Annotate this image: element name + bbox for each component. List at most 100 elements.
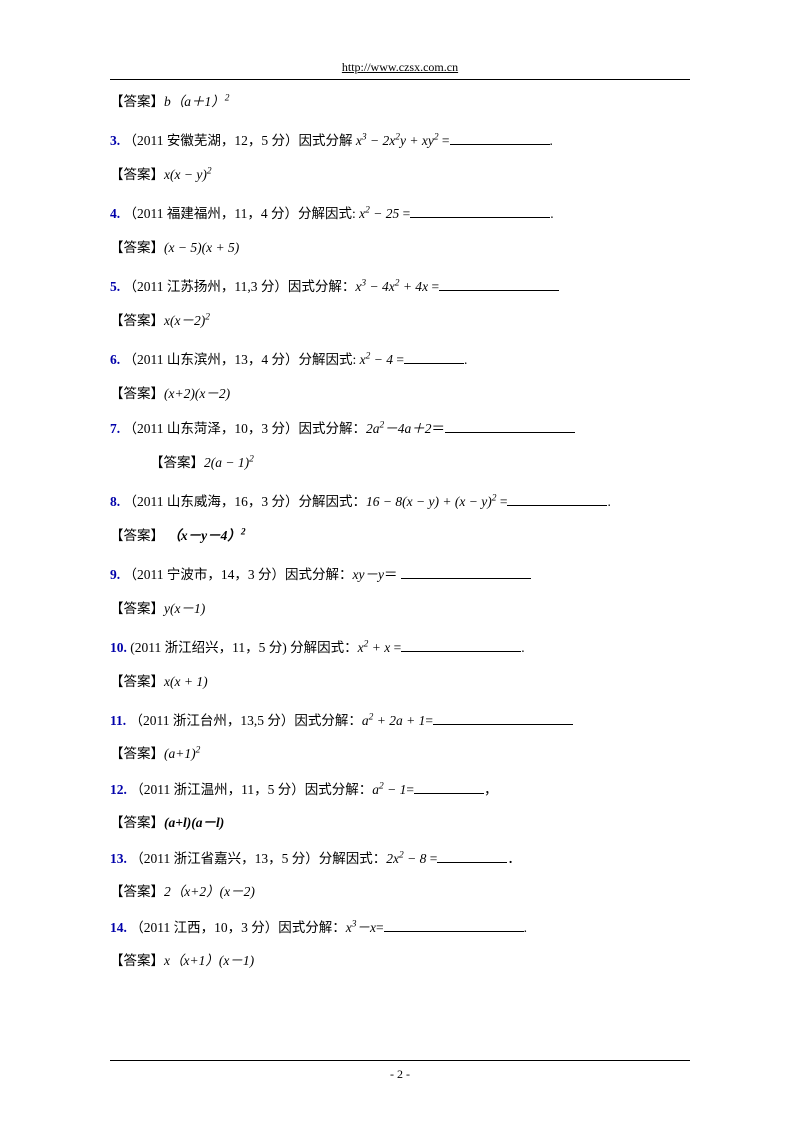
question-formula: xy－y (353, 567, 385, 582)
question-text: （2011 安徽芜湖，12，5 分）因式分解 (124, 133, 356, 148)
equals: = (406, 782, 414, 797)
tail: . (550, 206, 553, 221)
question-number: 3. (110, 133, 120, 148)
question-number: 5. (110, 279, 120, 294)
question-formula: x3 − 4x2 + 4x (355, 279, 428, 294)
answer-label: 【答案】 (110, 94, 164, 109)
answer-14: 【答案】y(x－1) (110, 597, 690, 621)
answer-16: 【答案】x(x + 1) (110, 670, 690, 694)
answer-formula: b（a＋1）2 (164, 94, 229, 109)
answer-blank (414, 780, 484, 794)
equals: ＝ (384, 567, 401, 582)
tail: . (607, 494, 610, 509)
answer-6: 【答案】x(x－2)2 (110, 309, 690, 333)
equals: = (399, 206, 410, 221)
question-formula: 16 − 8(x − y) + (x − y)2 (366, 494, 496, 509)
question-formula: a2 − 1 (372, 782, 406, 797)
question-number: 10. (110, 640, 127, 655)
equals: = (376, 920, 384, 935)
answer-22: 【答案】2（x+2）(x－2) (110, 880, 690, 904)
question-text: （2011 浙江温州，11，5 分）因式分解： (130, 782, 372, 797)
answer-label: 【答案】 (110, 313, 164, 328)
answer-blank (401, 638, 521, 652)
answer-0: 【答案】b（a＋1）2 (110, 90, 690, 114)
question-formula: x3 − 2x2y + xy2 (356, 133, 439, 148)
answer-formula: 2(a − 1)2 (204, 455, 254, 470)
tail: . (464, 352, 467, 367)
question-13: 9. （2011 宁波市，14，3 分）因式分解：xy－y＝ (110, 562, 690, 588)
answer-label: 【答案】 (110, 674, 164, 689)
answer-formula: x(x − y)2 (164, 167, 212, 182)
equals: = (425, 713, 433, 728)
answer-blank (384, 918, 524, 932)
answer-label: 【答案】 (110, 815, 164, 830)
answer-blank (401, 565, 531, 579)
question-17: 11. （2011 浙江台州，13,5 分）因式分解：a2 + 2a + 1= (110, 708, 690, 734)
question-number: 13. (110, 851, 127, 866)
answer-formula: x（x+1）(x－1) (164, 953, 254, 968)
question-11: 8. （2011 山东威海，16，3 分）分解因式：16 − 8(x − y) … (110, 489, 690, 515)
answer-label: 【答案】 (110, 240, 164, 255)
answer-formula: (a+l)(a－l) (164, 815, 224, 830)
answer-label: 【答案】 (150, 455, 204, 470)
question-text: （2011 宁波市，14，3 分）因式分解： (124, 567, 353, 582)
equals: = (428, 279, 439, 294)
answer-12: 【答案】 （x－y－4）2 (110, 524, 690, 548)
answer-label: 【答案】 (110, 746, 164, 761)
page-number: - 2 - (390, 1067, 410, 1081)
answer-formula: x(x + 1) (164, 674, 208, 689)
question-text: （2011 山东菏泽，10，3 分）因式分解： (124, 421, 367, 436)
page-footer: - 2 - (110, 1060, 690, 1082)
question-number: 4. (110, 206, 120, 221)
question-number: 14. (110, 920, 127, 935)
question-5: 5. （2011 江苏扬州，11,3 分）因式分解：x3 − 4x2 + 4x … (110, 274, 690, 300)
question-23: 14. （2011 江西，10，3 分）因式分解：x3－x=. (110, 915, 690, 941)
answer-label: 【答案】 (110, 167, 164, 182)
answer-formula: (x − 5)(x + 5) (164, 240, 239, 255)
question-formula: a2 + 2a + 1 (362, 713, 425, 728)
answer-18: 【答案】(a+1)2 (110, 742, 690, 766)
question-1: 3. （2011 安徽芜湖，12，5 分）因式分解 x3 − 2x2y + xy… (110, 128, 690, 154)
answer-label: 【答案】 (110, 884, 164, 899)
tail: . (550, 133, 553, 148)
question-number: 9. (110, 567, 120, 582)
question-formula: 2a2－4a＋2 (366, 421, 431, 436)
answer-formula: y(x－1) (164, 601, 205, 616)
answer-blank (507, 492, 607, 506)
answer-20: 【答案】(a+l)(a－l) (110, 811, 690, 835)
tail: . (524, 920, 527, 935)
answer-label: 【答案】 (110, 386, 164, 401)
page-container: http://www.czsx.com.cn 【答案】b（a＋1）23. （20… (0, 0, 800, 1028)
question-number: 6. (110, 352, 120, 367)
question-text: （2011 江苏扬州，11,3 分）因式分解： (124, 279, 356, 294)
question-number: 7. (110, 421, 120, 436)
equals: = (390, 640, 401, 655)
equals: = (426, 851, 437, 866)
answer-blank (445, 420, 575, 434)
answer-10: 【答案】2(a − 1)2 (110, 451, 690, 475)
question-formula: x3－x (346, 920, 376, 935)
answer-label: 【答案】 (110, 601, 164, 616)
answer-formula: 2（x+2）(x－2) (164, 884, 255, 899)
question-formula: x2 − 25 (359, 206, 399, 221)
tail: ， (484, 782, 498, 797)
answer-formula: x(x－2)2 (164, 313, 210, 328)
question-text: （2011 山东威海，16，3 分）分解因式： (124, 494, 367, 509)
header-url: http://www.czsx.com.cn (110, 60, 690, 80)
question-formula: 2x2 − 8 (386, 851, 426, 866)
answer-4: 【答案】(x − 5)(x + 5) (110, 236, 690, 260)
tail: ． (507, 851, 521, 866)
question-3: 4. （2011 福建福州，11，4 分）分解因式: x2 − 25 =. (110, 201, 690, 227)
answer-formula: (a+1)2 (164, 746, 200, 761)
answer-label: 【答案】 (110, 953, 164, 968)
question-21: 13. （2011 浙江省嘉兴，13，5 分）分解因式：2x2 − 8 = ． (110, 846, 690, 872)
question-text: (2011 浙江绍兴，11，5 分) 分解因式： (130, 640, 357, 655)
question-text: （2011 浙江省嘉兴，13，5 分）分解因式： (130, 851, 386, 866)
question-number: 11. (110, 713, 126, 728)
answer-formula: （x－y－4）2 (167, 528, 245, 543)
answer-blank (410, 205, 550, 219)
answer-2: 【答案】x(x − y)2 (110, 163, 690, 187)
answer-blank (404, 351, 464, 365)
answer-8: 【答案】(x+2)(x－2) (110, 382, 690, 406)
question-9: 7. （2011 山东菏泽，10，3 分）因式分解：2a2－4a＋2＝ (110, 416, 690, 442)
